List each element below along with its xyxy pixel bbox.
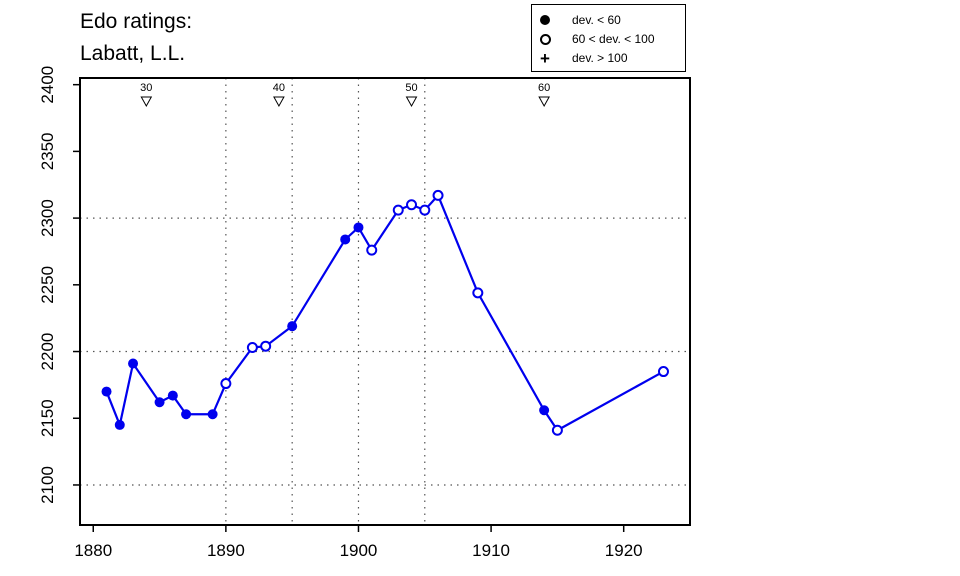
data-point — [154, 397, 165, 408]
legend-item-filled: dev. < 60 — [532, 11, 621, 29]
data-point — [432, 189, 444, 201]
data-point — [114, 419, 125, 430]
legend-label: dev. > 100 — [572, 51, 628, 65]
filled-circle-icon — [532, 15, 558, 25]
age-marker-triangle — [538, 96, 550, 108]
data-point — [340, 234, 351, 245]
x-tick-label: 1890 — [207, 541, 245, 560]
data-point — [246, 342, 258, 354]
data-point — [551, 424, 563, 436]
data-point — [128, 358, 139, 369]
series-line — [105, 193, 665, 432]
plot-frame — [79, 77, 691, 526]
data-point — [472, 287, 484, 299]
legend: dev. < 60 60 < dev. < 100 + dev. > 100 — [531, 4, 686, 72]
x-tick-label: 1920 — [605, 541, 643, 560]
legend-label: dev. < 60 — [572, 13, 621, 27]
age-marker-label: 60 — [538, 82, 550, 94]
y-tick-label: 2150 — [38, 399, 57, 437]
y-tick-label: 2400 — [38, 66, 57, 104]
data-point — [220, 378, 232, 390]
data-point — [419, 204, 431, 216]
y-tick-label: 2300 — [38, 199, 57, 237]
chart-title-line-1: Edo ratings: — [80, 10, 193, 33]
age-marker-label: 30 — [140, 82, 152, 94]
data-point — [207, 409, 218, 420]
y-tick-label: 2350 — [38, 132, 57, 170]
plus-icon: + — [540, 48, 550, 68]
legend-item-open: 60 < dev. < 100 — [532, 30, 655, 48]
data-point — [539, 405, 550, 416]
data-point — [101, 386, 112, 397]
legend-item-plus: + dev. > 100 — [532, 48, 628, 68]
data-point — [287, 321, 298, 332]
data-point — [260, 340, 272, 352]
data-point — [406, 199, 418, 211]
data-point — [353, 222, 364, 233]
x-tick-label: 1880 — [74, 541, 112, 560]
data-point — [181, 409, 192, 420]
age-marker-label: 50 — [405, 82, 417, 94]
data-point — [167, 390, 178, 401]
data-point — [392, 204, 404, 216]
age-marker-triangle — [273, 96, 285, 108]
y-tick-label: 2100 — [38, 466, 57, 504]
data-point — [657, 366, 669, 378]
legend-label: 60 < dev. < 100 — [572, 32, 655, 46]
y-tick-label: 2200 — [38, 333, 57, 371]
y-tick-label: 2250 — [38, 266, 57, 304]
open-circle-icon — [532, 33, 558, 45]
age-marker-triangle — [140, 96, 153, 108]
x-tick-label: 1900 — [340, 541, 378, 560]
data-point — [366, 244, 378, 256]
age-marker-label: 40 — [273, 82, 285, 94]
age-marker-triangle — [405, 96, 418, 108]
x-tick-label: 1910 — [472, 541, 510, 560]
chart-title-line-2: Labatt, L.L. — [80, 42, 186, 65]
